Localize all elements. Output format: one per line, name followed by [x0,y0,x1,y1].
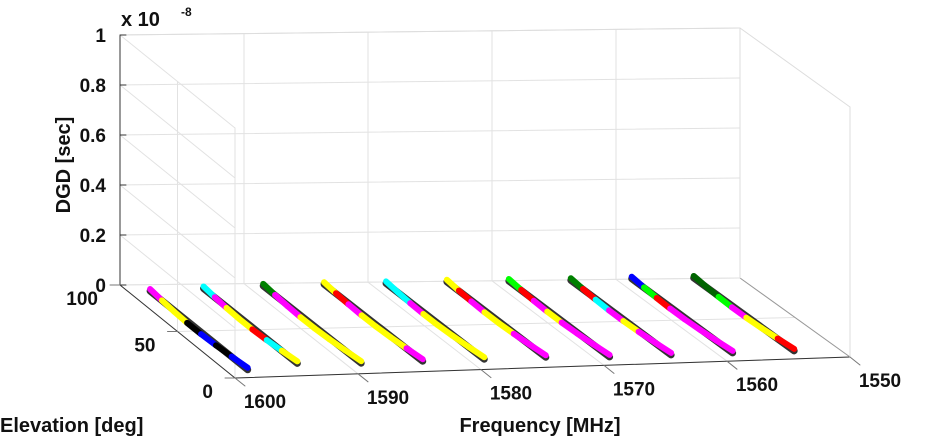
curve-segment [573,330,597,348]
curve-segment [228,353,251,371]
curve-segment [544,308,565,326]
x-tick [849,356,861,366]
z-tick-label: 0.6 [80,126,106,147]
curve-segment [311,325,333,343]
curve-segment [403,345,426,363]
curve-segment [372,323,394,341]
curve-segment [558,319,580,337]
curve-segment [465,343,488,361]
y-tick-label: 100 [66,289,98,310]
dgd-curve-6 [443,276,550,361]
x-tick-label: 1550 [859,371,901,392]
x-tick-label: 1590 [367,388,409,409]
y-tick-label: 0 [202,382,213,403]
z-exponent: -8 [181,5,192,19]
curve-segment [495,320,517,337]
x-tick [726,360,738,370]
curve-segment [342,347,365,365]
dgd-curve-7 [505,276,614,361]
grid-line [119,227,741,236]
x-tick-label: 1580 [490,384,532,405]
box-edge [739,27,851,108]
grid-line [119,127,741,136]
grid-line [119,77,741,86]
curve-segment [449,332,472,350]
dgd-curves [146,272,798,374]
grid-line [119,277,741,286]
curve-segment [198,331,219,349]
curve-segment [212,342,235,360]
curve-segment [635,328,658,346]
x-tick [480,369,492,379]
curve-segment [326,336,349,354]
z-tick-label: 0.4 [80,176,107,197]
x-tick [234,377,246,387]
z-tick-label: 0.8 [80,76,106,97]
curve-segment [278,347,301,365]
x-tick [357,373,369,383]
y-tick-label: 50 [134,336,155,357]
x-tick-label: 1600 [244,392,286,413]
tick-labels: 0 0.2 0.4 0.6 0.8 1 1600 1590 1580 1570 1560 1550 0 5… [66,26,901,413]
dgd-curve-10 [690,272,798,355]
curve-segment [590,341,613,358]
curve-segment [743,314,765,332]
x-axis-label: Frequency [MHz] [459,415,620,437]
dgd-curve-1 [146,286,252,374]
curve-segment [681,316,703,333]
box-edge [739,277,851,358]
curve-segment [713,337,736,354]
curve-segment [758,325,781,342]
z-axis-label: DGD [sec] [53,117,75,214]
curve-segment [696,326,720,344]
z-tick-label: 0.2 [80,226,106,247]
box-edge [119,27,741,36]
y-axis-label: Elevation [deg] [0,415,143,437]
x-tick-label: 1560 [736,375,778,396]
curve-segment [651,339,675,356]
x-tick [603,364,615,374]
z-tick-label: 0 [95,276,106,297]
curve-segment [387,334,410,352]
x-axis [234,356,851,379]
curve-segment [774,335,798,352]
dgd-curve-9 [628,273,737,357]
curve-segment [263,337,285,354]
curve-segment [434,321,456,339]
x-tick-label: 1570 [613,379,655,400]
grid-line [119,177,741,186]
dgd-curve-5 [382,278,488,363]
dgd-curve-8 [567,275,675,359]
z-tick-label: 1 [95,26,106,47]
dgd-curve-4 [320,279,427,365]
z-exponent-base: x 10 [121,9,160,31]
dgd-curve-3 [259,280,365,367]
curve-segment [526,341,549,359]
dgd-curve-2 [200,283,301,367]
curve-segment [620,318,642,335]
curve-segment [510,330,533,348]
